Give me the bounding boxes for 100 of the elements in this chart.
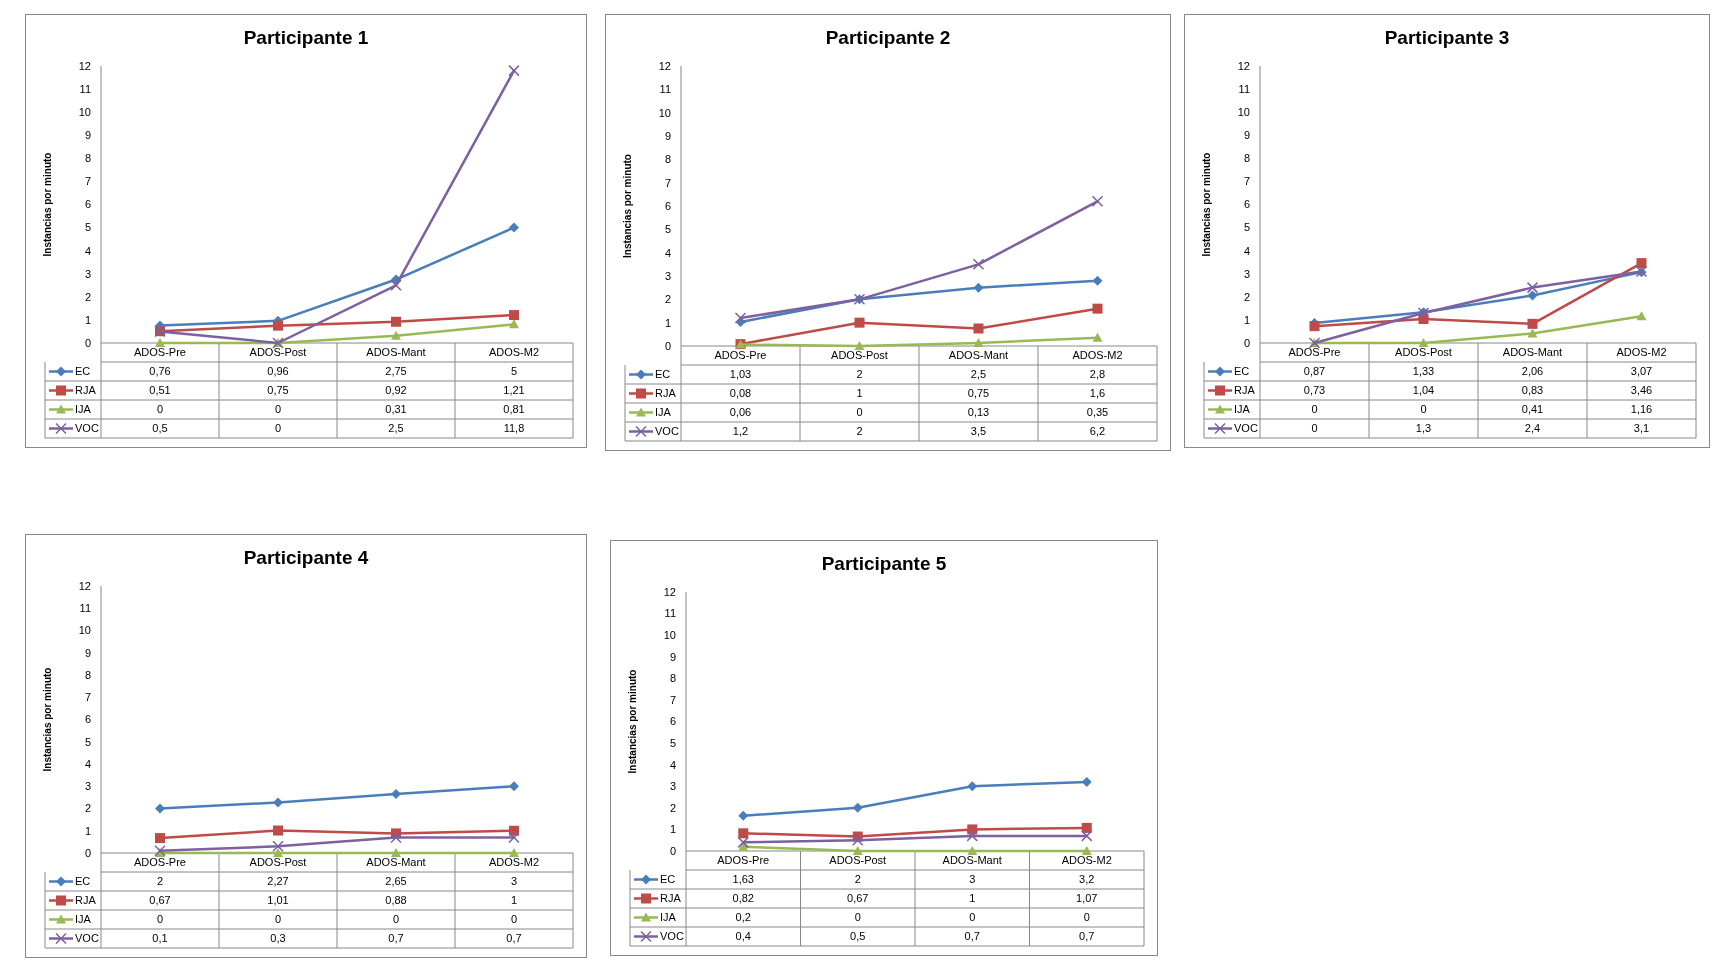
y-tick-label: 12 bbox=[78, 579, 91, 592]
data-label: 0 bbox=[274, 422, 282, 435]
data-label: 0,75 bbox=[267, 384, 289, 397]
y-tick-label: 4 bbox=[84, 757, 91, 770]
data-label: 0,75 bbox=[967, 387, 990, 400]
y-tick-label: 9 bbox=[1243, 129, 1250, 142]
x-tick-label: ADOS-M2 bbox=[1061, 854, 1112, 867]
data-label: 3,5 bbox=[970, 425, 987, 438]
data-label: 1,03 bbox=[729, 368, 752, 381]
y-tick-label: 10 bbox=[78, 106, 91, 119]
chart-title: Participante 1 bbox=[243, 27, 369, 48]
y-tick-label: 9 bbox=[84, 646, 91, 659]
data-label: 0 bbox=[1311, 403, 1318, 416]
data-label: 1,04 bbox=[1412, 384, 1435, 397]
data-label: 2,5 bbox=[388, 422, 404, 435]
y-tick-label: 0 bbox=[669, 844, 676, 857]
data-label: 3,46 bbox=[1630, 384, 1653, 397]
y-tick-label: 2 bbox=[1243, 290, 1250, 303]
y-tick-label: 3 bbox=[669, 780, 676, 793]
x-tick-label: ADOS-Post bbox=[1395, 346, 1452, 359]
y-tick-label: 1 bbox=[84, 313, 91, 326]
data-label: 2 bbox=[156, 875, 164, 888]
y-tick-label: 0 bbox=[1243, 336, 1250, 349]
y-axis-title: Instancias por minuto bbox=[627, 669, 638, 774]
y-tick-label: 0 bbox=[664, 339, 671, 352]
data-label: 0,73 bbox=[1303, 384, 1326, 397]
x-tick-label: ADOS-Post bbox=[249, 346, 307, 359]
data-label: 0 bbox=[156, 403, 164, 416]
data-label: 0 bbox=[1083, 911, 1090, 924]
chart-title: Participante 2 bbox=[825, 27, 951, 48]
legend-label: VOC bbox=[655, 425, 679, 438]
data-label: 2,8 bbox=[1089, 368, 1106, 381]
legend-label: RJA bbox=[1234, 384, 1256, 397]
data-label: 0,67 bbox=[149, 894, 171, 907]
y-tick-label: 5 bbox=[84, 735, 91, 748]
y-tick-label: 11 bbox=[659, 83, 671, 96]
data-label: 1 bbox=[856, 387, 863, 400]
y-tick-label: 5 bbox=[84, 221, 91, 234]
y-tick-label: 6 bbox=[84, 713, 91, 726]
y-tick-label: 6 bbox=[84, 198, 91, 211]
y-tick-label: 5 bbox=[669, 736, 676, 749]
y-tick-label: 2 bbox=[84, 290, 91, 303]
x-tick-label: ADOS-Mant bbox=[366, 856, 426, 869]
y-tick-label: 3 bbox=[1243, 267, 1250, 280]
y-tick-label: 10 bbox=[78, 624, 91, 637]
y-tick-label: 8 bbox=[669, 672, 676, 685]
data-label: 2 bbox=[856, 425, 863, 438]
y-axis-title: Instancias por minuto bbox=[1201, 152, 1212, 257]
x-tick-label: ADOS-Pre bbox=[134, 346, 186, 359]
legend-label: IJA bbox=[1234, 403, 1251, 416]
data-label: 2,75 bbox=[385, 365, 407, 378]
data-label: 0 bbox=[969, 911, 976, 924]
x-tick-label: ADOS-Pre bbox=[714, 349, 767, 362]
y-tick-label: 9 bbox=[84, 129, 91, 142]
y-tick-label: 8 bbox=[1243, 152, 1250, 165]
legend-label: VOC bbox=[75, 422, 99, 435]
y-tick-label: 8 bbox=[84, 152, 91, 165]
x-tick-label: ADOS-Post bbox=[831, 349, 888, 362]
y-tick-label: 8 bbox=[84, 668, 91, 681]
y-tick-label: 8 bbox=[664, 153, 671, 166]
legend-label: VOC bbox=[660, 930, 684, 943]
data-label: 6,2 bbox=[1089, 425, 1106, 438]
y-tick-label: 12 bbox=[658, 59, 671, 72]
data-label: 1,6 bbox=[1089, 387, 1106, 400]
data-label: 0,81 bbox=[503, 403, 525, 416]
y-tick-label: 1 bbox=[1243, 313, 1250, 326]
y-tick-label: 9 bbox=[669, 650, 676, 663]
x-tick-label: ADOS-Pre bbox=[134, 856, 186, 869]
y-tick-label: 0 bbox=[84, 336, 91, 349]
data-label: 0,7 bbox=[1079, 930, 1095, 943]
y-tick-label: 9 bbox=[664, 129, 671, 142]
y-tick-label: 6 bbox=[664, 199, 671, 212]
data-label: 0,7 bbox=[506, 932, 522, 945]
y-tick-label: 11 bbox=[79, 82, 91, 95]
data-label: 2 bbox=[856, 368, 863, 381]
y-tick-label: 1 bbox=[84, 824, 91, 837]
data-label: 0,83 bbox=[1521, 384, 1544, 397]
data-label: 1,3 bbox=[1415, 422, 1432, 435]
data-label: 0,41 bbox=[1521, 403, 1544, 416]
data-label: 0 bbox=[1311, 422, 1318, 435]
y-tick-label: 7 bbox=[1243, 175, 1250, 188]
legend-label: VOC bbox=[75, 932, 99, 945]
x-tick-label: ADOS-Mant bbox=[942, 854, 1002, 867]
y-tick-label: 3 bbox=[84, 267, 91, 280]
data-label: 2 bbox=[854, 873, 861, 886]
data-label: 0,7 bbox=[388, 932, 404, 945]
data-label: 0,7 bbox=[964, 930, 980, 943]
data-label: 1,63 bbox=[732, 873, 754, 886]
x-tick-label: ADOS-M2 bbox=[488, 856, 540, 869]
chart-title: Participante 5 bbox=[821, 553, 947, 574]
legend-label: IJA bbox=[75, 403, 92, 416]
data-label: 1,21 bbox=[503, 384, 525, 397]
data-label: 0 bbox=[274, 913, 282, 926]
data-label: 0,08 bbox=[729, 387, 752, 400]
y-tick-label: 3 bbox=[664, 269, 671, 282]
data-label: 3,2 bbox=[1079, 873, 1095, 886]
y-tick-label: 7 bbox=[664, 176, 671, 189]
data-label: 1,2 bbox=[732, 425, 749, 438]
chart-title: Participante 3 bbox=[1384, 27, 1510, 48]
legend-label: EC bbox=[1234, 365, 1250, 378]
